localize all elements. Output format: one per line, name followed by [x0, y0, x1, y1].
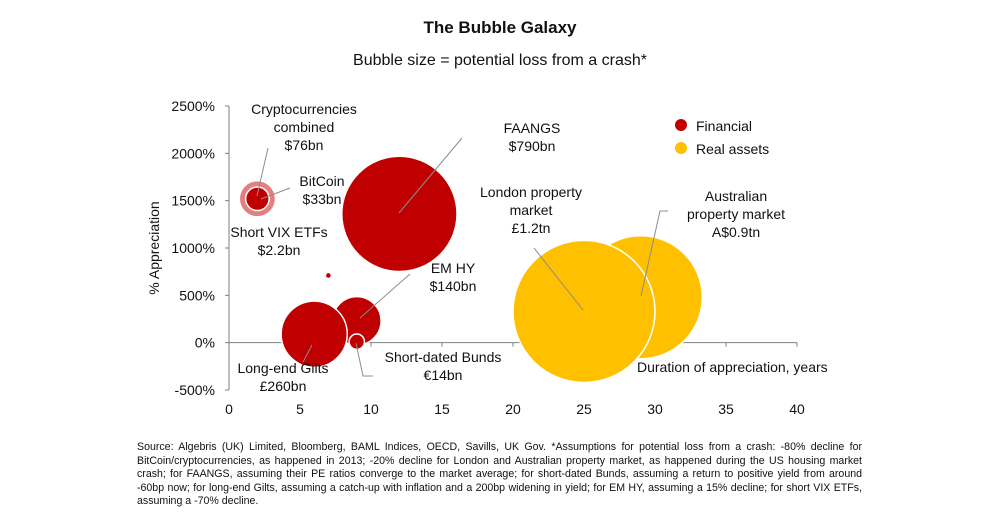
bubble-label-bitcoin: BitCoin: [299, 173, 344, 189]
leader-line: [533, 247, 584, 311]
bubble-label-australian-property: property market: [687, 206, 785, 222]
x-tick-label: 35: [718, 401, 734, 417]
bubble-label-london-property: market: [510, 202, 553, 218]
leader-line: [256, 147, 269, 197]
x-tick-label: 0: [225, 401, 233, 417]
leader-line: [355, 342, 373, 377]
legend-marker-financial: [675, 119, 687, 131]
bubble: [348, 333, 366, 351]
x-axis-label: Duration of appreciation, years: [637, 359, 828, 375]
bubble: [341, 155, 458, 273]
y-tick-label: 2500%: [171, 98, 215, 114]
y-axis-label: % Appreciation: [146, 201, 162, 294]
y-tick-label: 2000%: [171, 145, 215, 161]
x-tick-label: 25: [576, 401, 592, 417]
y-tick-label: 500%: [179, 287, 215, 303]
chart-subtitle: Bubble size = potential loss from a cras…: [353, 52, 647, 69]
bubble-label-cryptocurrencies: Cryptocurrencies: [251, 101, 357, 117]
x-tick-label: 40: [789, 401, 805, 417]
bubble-label-cryptocurrencies: $76bn: [285, 137, 324, 153]
bubble-label-faangs: FAANGS: [504, 120, 561, 136]
leader-line: [398, 137, 463, 214]
x-tick-label: 5: [296, 401, 304, 417]
chart-title: The Bubble Galaxy: [423, 18, 577, 37]
bubble: [244, 186, 270, 212]
source-note: Source: Algebris (UK) Limited, Bloomberg…: [137, 441, 862, 508]
bubble-label-short-dated-bunds: Short-dated Bunds: [385, 349, 502, 365]
bubble-label-em-hy: $140bn: [430, 278, 477, 294]
x-tick-label: 30: [647, 401, 663, 417]
bubble: [324, 271, 333, 280]
bubble-label-long-end-gilts: £260bn: [260, 378, 307, 394]
bubble-label-short-vix: Short VIX ETFs: [230, 224, 327, 240]
leader-line: [640, 210, 668, 297]
y-tick-label: 1000%: [171, 240, 215, 256]
bubble-label-bitcoin: $33bn: [303, 191, 342, 207]
legend-label-financial: Financial: [696, 118, 752, 134]
legend-label-real-assets: Real assets: [696, 141, 769, 157]
bubble-label-long-end-gilts: Long-end Gilts: [237, 360, 328, 376]
bubble-label-short-dated-bunds: €14bn: [424, 367, 463, 383]
leader-line: [359, 273, 411, 319]
bubble-label-australian-property: Australian: [705, 188, 767, 204]
x-tick-label: 20: [505, 401, 521, 417]
bubble-chart: -500% 0% 500% 1000% 1500% 2000% 2500% 0 5 10 15 20 2…: [146, 98, 828, 417]
bubble-label-cryptocurrencies: combined: [274, 119, 335, 135]
leader-line: [302, 344, 313, 363]
y-tick-label: 0%: [195, 335, 215, 351]
bubble-label-faangs: $790bn: [509, 138, 556, 154]
legend-marker-real-assets: [675, 142, 687, 154]
x-tick-label: 10: [363, 401, 379, 417]
bubble-label-em-hy: EM HY: [431, 260, 476, 276]
bubble-label-australian-property: A$0.9tn: [712, 224, 760, 240]
bubble: [512, 239, 656, 384]
bubble-label-london-property: London property: [480, 184, 582, 200]
leader-line: [260, 187, 291, 200]
y-tick-label: 1500%: [171, 193, 215, 209]
y-tick-label: -500%: [175, 382, 215, 398]
bubble: [280, 300, 349, 368]
bubble-label-short-vix: $2.2bn: [258, 242, 301, 258]
x-tick-label: 15: [434, 401, 450, 417]
bubble-label-london-property: £1.2tn: [512, 220, 551, 236]
